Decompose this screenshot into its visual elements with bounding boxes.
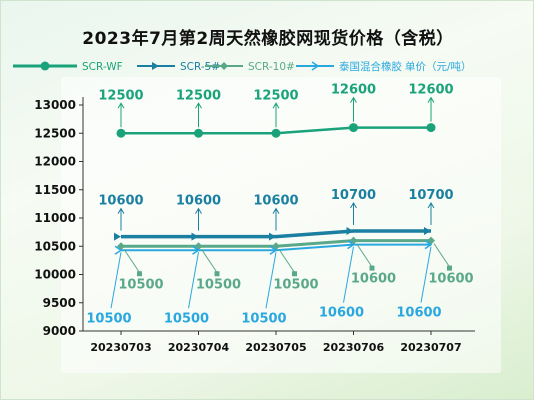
y-tick-label: 11000 [34,211,76,225]
data-label-SCR-WF: 12500 [253,88,298,103]
legend-swatch-marker [220,62,228,70]
legend-swatch-marker [152,62,159,70]
series-point-泰国混合橡胶 [192,245,200,255]
y-tick-label: 10500 [34,239,76,253]
data-label-leader-SCR-10 [201,248,218,274]
series-point-SCR-5# [269,232,276,241]
data-label-SCR-10: 10500 [196,277,241,292]
data-label-leader-SCR-WF-head [427,96,435,103]
data-label-SCR-5: 10600 [176,194,221,209]
y-tick-label: 11500 [34,183,76,197]
chart-title: 2023年7月第2周天然橡胶网现货价格（含税） [82,29,454,49]
data-label-marker-SCR-10 [447,265,452,271]
data-label-leader-SCR-5-head [350,201,357,209]
y-tick-label: 13000 [34,98,76,112]
data-label-SCR-WF: 12500 [176,88,221,103]
data-label-leader-SCR-WF-head [272,102,280,109]
data-label-SCR-5: 10700 [408,188,453,203]
series-point-SCR-WF [116,128,126,138]
data-label-leader-SCR-10 [278,248,296,274]
data-label-SCR-10: 10600 [351,272,396,287]
data-label-SCR-10: 10500 [273,277,318,292]
legend-label: SCR-10# [248,61,295,73]
series-point-SCR-5# [346,226,354,235]
data-label-SCR-10: 10500 [118,277,163,292]
series-point-泰国混合橡胶 [424,239,433,250]
legend-swatch-marker [311,61,320,71]
data-label-leader-SCR-5-head [117,207,125,214]
legend-swatch-marker [40,61,50,71]
series-point-泰国混合橡胶 [114,245,123,255]
data-label-thai-mix: 10600 [396,306,441,321]
x-tick-label: 20230704 [168,341,230,354]
data-label-SCR-5: 10700 [331,188,376,203]
data-label-leader-SCR-WF-head [117,102,125,109]
data-label-thai-mix: 10500 [86,311,131,326]
x-tick-label: 20230706 [323,341,385,354]
y-tick-label: 12000 [34,155,76,169]
x-tick-label: 20230707 [400,341,461,354]
data-label-SCR-5: 10600 [98,194,143,209]
data-label-leader-SCR-WF-head [195,102,202,109]
series-point-SCR-5# [114,232,121,241]
series-point-SCR-WF [349,123,358,133]
data-label-marker-SCR-10 [369,265,375,271]
data-label-SCR-10: 10600 [428,272,473,287]
data-label-SCR-WF: 12600 [331,83,376,98]
data-label-leader-thai-mix [188,252,199,309]
series-point-泰国混合橡胶 [347,239,355,250]
x-tick-label: 20230705 [245,341,306,354]
x-tick-label: 20230703 [90,341,151,354]
unit-label: 单价（元/吨） [405,60,472,73]
data-label-leader-SCR-5-head [272,207,280,214]
data-label-thai-mix: 10500 [241,311,286,326]
data-label-SCR-5: 10600 [253,194,298,209]
legend-label: SCR-5# [180,61,220,73]
data-label-marker-SCR-10 [214,271,220,277]
data-label-SCR-WF: 12600 [408,83,453,98]
y-tick-label: 10000 [34,268,76,282]
data-label-SCR-WF: 12500 [98,88,143,103]
plot-panel [61,77,501,373]
data-label-leader-thai-mix [265,252,277,309]
series-point-SCR-WF [271,128,281,138]
data-label-marker-SCR-10 [137,271,142,277]
y-tick-label: 9500 [43,296,76,310]
series-point-SCR-WF [426,123,436,133]
data-label-leader-thai-mix [420,246,432,303]
legend-label: 泰国混合橡胶 [339,60,402,73]
data-label-marker-SCR-10 [292,271,297,277]
data-label-leader-SCR-10 [433,243,451,268]
y-tick-label: 9000 [43,324,76,338]
data-label-leader-thai-mix [110,252,122,309]
data-label-leader-SCR-10 [356,243,373,268]
data-label-thai-mix: 10500 [164,311,209,326]
legend-label: SCR-WF [82,61,123,73]
y-tick-label: 12500 [34,126,76,140]
series-point-SCR-WF [194,128,203,138]
series-point-SCR-5# [191,232,199,241]
series-point-泰国混合橡胶 [269,245,278,255]
data-label-leader-SCR-10 [123,248,141,274]
data-label-leader-SCR-5-head [427,201,435,209]
data-label-thai-mix: 10600 [319,306,364,321]
data-label-leader-thai-mix [343,246,354,303]
data-label-leader-SCR-5-head [195,207,202,214]
series-point-SCR-5# [424,226,431,235]
data-label-leader-SCR-WF-head [350,96,357,103]
